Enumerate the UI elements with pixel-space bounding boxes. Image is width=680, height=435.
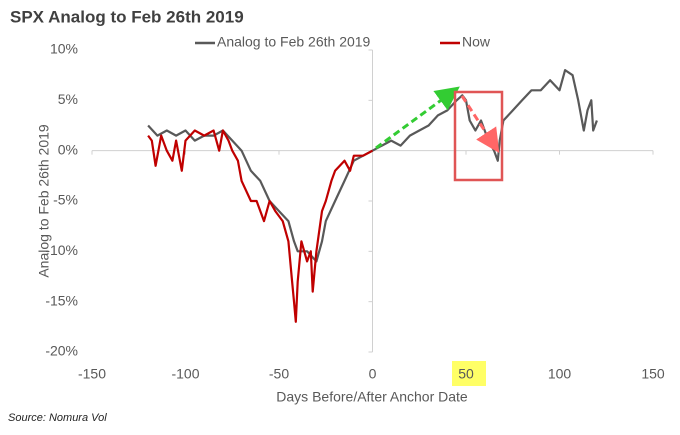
y-tick-label: -10% <box>45 242 78 258</box>
legend-label: Analog to Feb 26th 2019 <box>217 34 371 50</box>
y-tick-label: 0% <box>58 141 78 157</box>
y-tick-label: -20% <box>45 343 78 359</box>
x-tick-label: -150 <box>78 366 106 382</box>
x-tick-label: -100 <box>171 366 199 382</box>
y-tick-label: -5% <box>53 192 78 208</box>
x-axis-label: Days Before/After Anchor Date <box>276 389 468 405</box>
chart-title: SPX Analog to Feb 26th 2019 <box>10 7 244 26</box>
source-note: Source: Nomura Vol <box>8 412 107 424</box>
x-tick-label: 0 <box>369 366 377 382</box>
x-tick-label: 150 <box>641 366 665 382</box>
x-tick-label: 50 <box>458 366 474 382</box>
series-line <box>147 129 374 323</box>
legend-label: Now <box>462 34 491 50</box>
plot-area: -20% -15% -10% -5% 0% 5% 10% -150 -100 -50 0 50 100 1… <box>45 41 665 382</box>
x-tick-label: -50 <box>269 366 289 382</box>
x-tick-label: 100 <box>548 366 572 382</box>
y-tick-label: 5% <box>58 91 78 107</box>
y-tick-label: 10% <box>50 41 78 57</box>
series-line <box>147 69 598 263</box>
y-axis-label: Analog to Feb 26th 2019 <box>36 124 52 278</box>
tick-highlight <box>452 361 486 386</box>
y-tick-label: -15% <box>45 292 78 308</box>
green-arrow <box>375 86 460 150</box>
highlight-box <box>453 90 504 182</box>
